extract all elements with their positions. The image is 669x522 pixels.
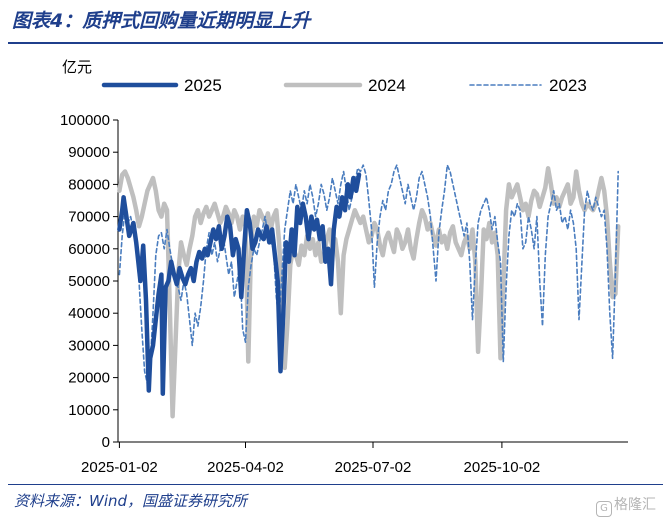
y-tick-label: 50000: [68, 273, 110, 290]
source-note: 资料来源：Wind，国盛证券研究所: [14, 492, 248, 510]
y-tick-label: 10000: [68, 402, 110, 419]
legend: 2025 2024 2023: [101, 76, 587, 95]
series-line-2025: [117, 172, 362, 396]
figure-title: 图表4：质押式回购量近期明显上升: [12, 10, 311, 32]
y-tick-label: 60000: [68, 241, 110, 258]
plot-area: [117, 164, 621, 419]
watermark: G 格隆汇: [596, 494, 656, 517]
series-line-2024: [117, 166, 621, 419]
y-tick-label: 100000: [60, 112, 110, 129]
x-tick-label: 2025-10-02: [464, 459, 541, 476]
x-tick-label: 2025-01-02: [81, 459, 158, 476]
x-tick-label: 2025-07-02: [335, 459, 412, 476]
x-axis: 2025-01-02 2025-04-02 2025-07-02 2025-10-02: [81, 441, 628, 476]
repo-volume-chart: 亿元 2025 2024 2023 0 10000 20000 30000 40000 500…: [60, 59, 628, 476]
y-tick-label: 20000: [68, 370, 110, 387]
y-tick-label: 40000: [68, 305, 110, 322]
legend-label-2024: 2024: [368, 76, 406, 95]
watermark-text: 格隆汇: [614, 497, 656, 513]
series-line-2023: [118, 164, 619, 385]
y-tick-label: 70000: [68, 209, 110, 226]
legend-label-2023: 2023: [549, 76, 587, 95]
y-tick-label: 90000: [68, 144, 110, 161]
y-axis: 0 10000 20000 30000 40000 50000 60000 70000 8000…: [60, 112, 119, 451]
watermark-logo-icon: G: [596, 501, 612, 517]
y-tick-label: 0: [102, 434, 110, 451]
x-tick-label: 2025-04-02: [207, 459, 284, 476]
legend-label-2025: 2025: [184, 76, 222, 95]
unit-label: 亿元: [62, 59, 92, 76]
title-rule: [8, 42, 663, 44]
y-tick-label: 30000: [68, 337, 110, 354]
source-rule: [8, 484, 663, 485]
y-tick-label: 80000: [68, 176, 110, 193]
